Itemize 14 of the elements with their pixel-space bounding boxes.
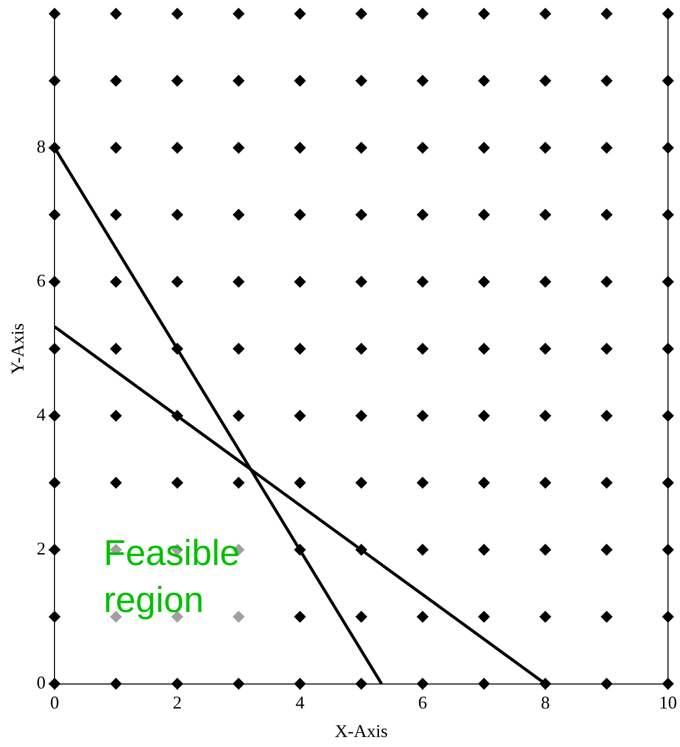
y-tick-label: 2 <box>36 538 46 559</box>
y-axis-title: Y-Axis <box>8 323 28 374</box>
y-tick-label: 4 <box>36 404 46 425</box>
x-tick-label: 10 <box>659 692 677 712</box>
x-tick-label: 6 <box>418 692 428 712</box>
y-tick-label: 8 <box>36 136 46 157</box>
y-tick-label: 6 <box>36 270 46 291</box>
x-tick-label: 4 <box>295 692 304 712</box>
x-axis-title: X-Axis <box>334 720 388 741</box>
y-tick-label: 0 <box>36 672 46 693</box>
x-tick-label: 2 <box>172 692 182 712</box>
x-tick-label: 0 <box>50 692 60 712</box>
x-tick-label: 8 <box>540 692 550 712</box>
annotation: Feasible region <box>104 532 240 620</box>
